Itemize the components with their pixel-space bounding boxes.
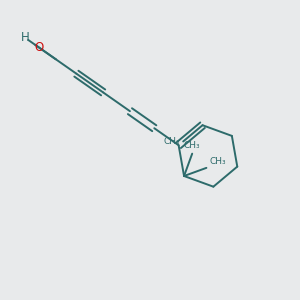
Text: CH₃: CH₃ — [210, 158, 226, 166]
Text: CH₃: CH₃ — [184, 141, 200, 150]
Text: CH₃: CH₃ — [164, 137, 180, 146]
Text: O: O — [34, 41, 43, 54]
Text: H: H — [21, 32, 30, 44]
